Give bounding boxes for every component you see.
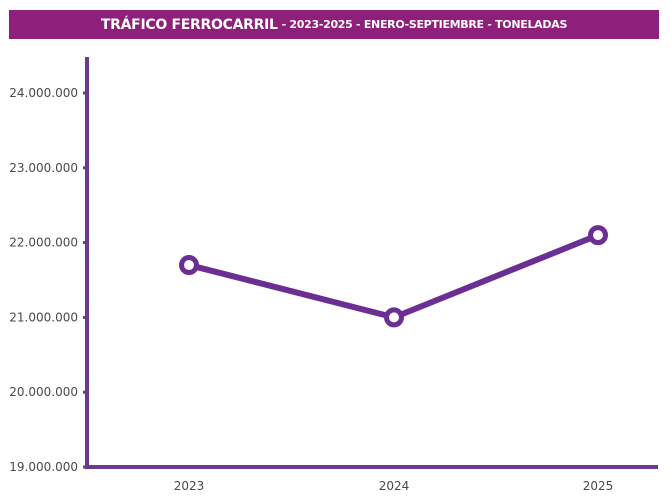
- data-line: [186, 232, 601, 321]
- y-tick-label: 19.000.000: [9, 460, 78, 474]
- x-tick-label: 2024: [379, 479, 410, 493]
- data-point-markers: [179, 225, 608, 328]
- x-tick-label: 2023: [174, 479, 205, 493]
- x-tick-label: 2025: [583, 479, 614, 493]
- data-point-marker: [384, 307, 404, 328]
- x-axis-tick-labels: 2023 2024 2025: [174, 479, 614, 493]
- chart-title: TRÁFICO FERROCARRIL: [100, 16, 278, 33]
- data-point-marker: [588, 225, 608, 246]
- y-tick-label: 21.000.000: [9, 310, 78, 324]
- chart-title-banner: TRÁFICO FERROCARRIL - 2023-2025 - ENERO-…: [9, 10, 659, 39]
- y-tick-label: 24.000.000: [9, 86, 78, 100]
- y-tick-label: 23.000.000: [9, 161, 78, 175]
- data-point-marker: [179, 255, 199, 276]
- y-tick-label: 20.000.000: [9, 385, 78, 399]
- y-axis-tick-labels: 19.000.000 20.000.000 21.000.000 22.000.000…: [9, 86, 78, 474]
- chart-subtitle: - 2023-2025 - ENERO-SEPTIEMBRE - TONELAD…: [281, 18, 568, 31]
- y-tick-label: 22.000.000: [9, 236, 78, 250]
